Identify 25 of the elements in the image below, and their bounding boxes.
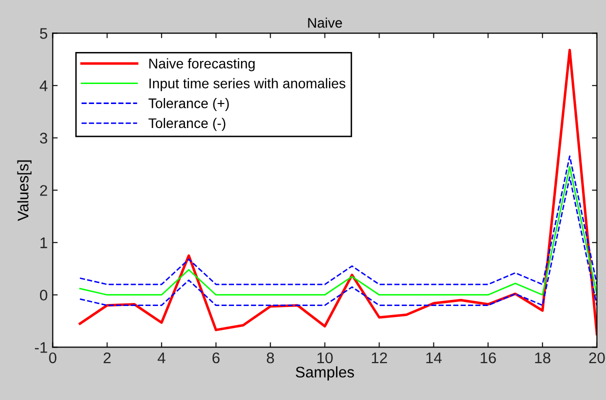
y-tick-label: 1 xyxy=(40,238,48,248)
y-tick-label: 5 xyxy=(40,28,48,39)
x-tick-label: 16 xyxy=(480,352,496,364)
x-tick-label: 14 xyxy=(426,352,442,364)
legend-label: Naive forecasting xyxy=(149,58,255,72)
x-tick-label: 4 xyxy=(158,352,166,364)
x-tick-label: 18 xyxy=(535,352,550,364)
y-tick-label: 2 xyxy=(40,185,48,196)
chart-title: Naive xyxy=(308,18,342,28)
x-tick-label: 10 xyxy=(317,352,333,364)
x-tick-label: 6 xyxy=(212,352,220,364)
x-tick-label: 12 xyxy=(372,352,387,364)
legend-label: Tolerance (+) xyxy=(148,98,229,111)
x-tick-label: 8 xyxy=(266,352,274,364)
y-tick-label: 3 xyxy=(40,132,48,144)
x-tick-label: 0 xyxy=(49,352,56,364)
x-tick-label: 20 xyxy=(589,352,605,364)
legend-label: Input time series with anomalies xyxy=(149,78,346,92)
legend-label: Tolerance (-) xyxy=(148,118,226,131)
y-tick-label: -1 xyxy=(34,342,48,353)
x-axis-title: Samples xyxy=(296,366,354,381)
y-tick-label: 4 xyxy=(40,80,48,92)
x-tick-label: 2 xyxy=(104,352,111,364)
y-tick-label: 0 xyxy=(40,290,48,301)
y-axis-title: Values[s] xyxy=(17,160,32,221)
